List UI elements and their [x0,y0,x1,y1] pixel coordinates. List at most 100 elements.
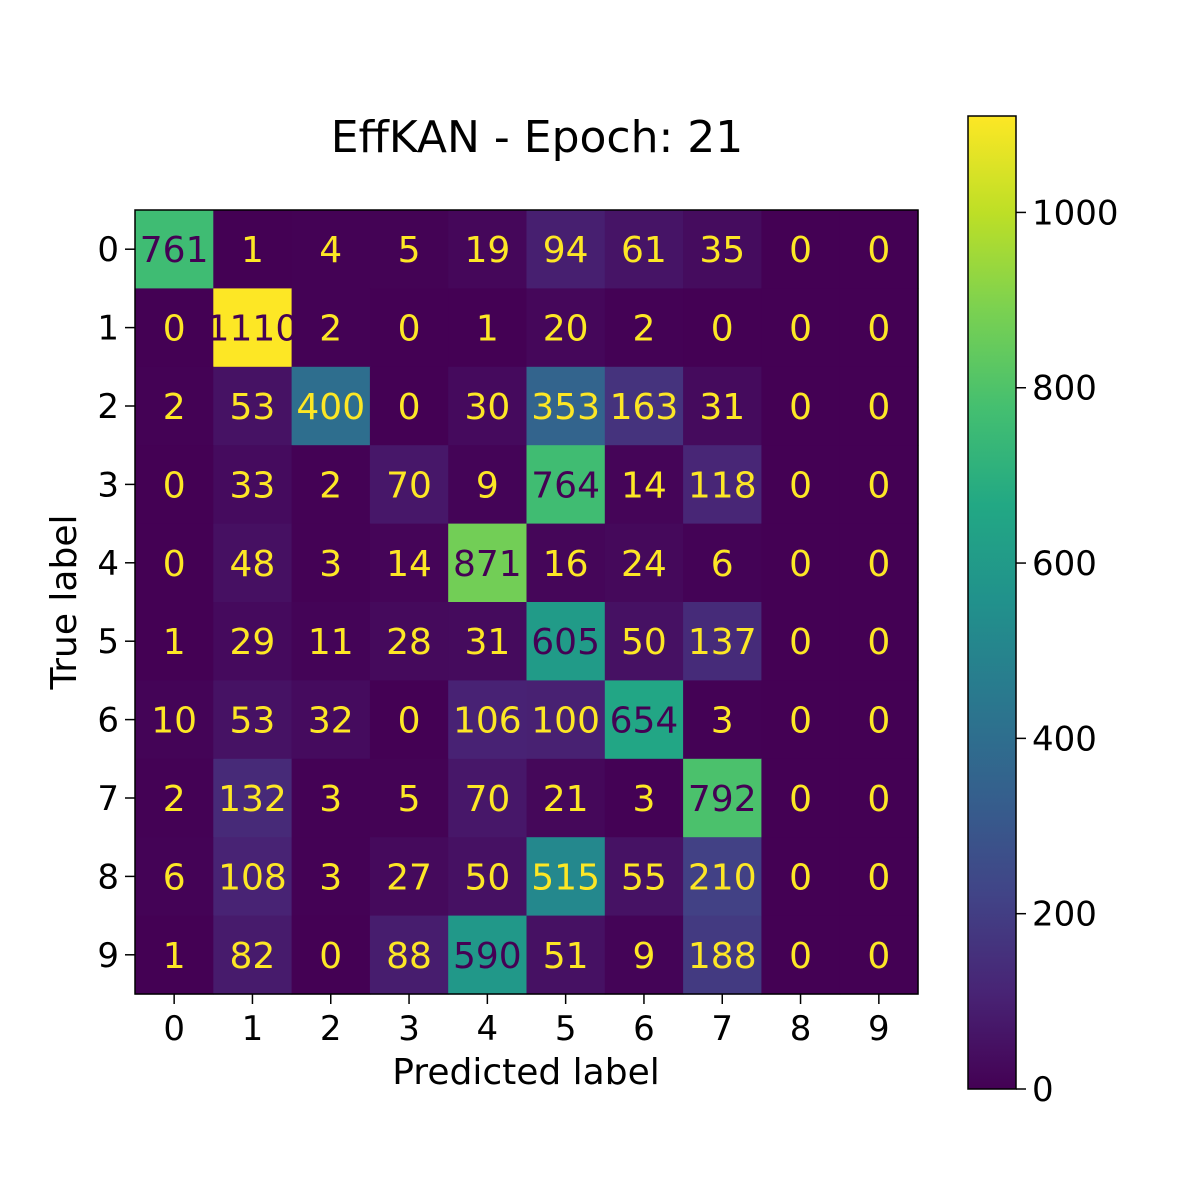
cell-value-label: 6 [711,544,734,585]
cell-value-label: 48 [230,544,276,585]
heatmap-cell [839,680,919,760]
cell-value-label: 0 [867,544,890,585]
cell-value-label: 137 [688,622,757,663]
cell-value-label: 353 [531,387,600,428]
x-tick-label: 5 [555,1009,577,1049]
cell-value-label: 29 [230,622,276,663]
heatmap-cell [839,602,919,681]
heatmap-cell [291,680,371,760]
cell-value-label: 6 [163,857,186,898]
cell-value-label: 1110 [207,309,299,350]
x-tick-label: 7 [711,1009,733,1049]
cell-value-label: 108 [218,857,287,898]
cell-value-label: 21 [543,779,589,820]
heatmap-cell [448,602,528,681]
colorbar-tick-label: 0 [1032,1070,1054,1110]
cell-value-label: 35 [699,230,745,271]
cell-value-label: 53 [230,701,276,742]
colorbar-tick-label: 1000 [1032,193,1119,233]
cell-value-label: 1 [476,309,499,350]
y-axis-label: True label [44,515,85,691]
x-tick-label: 1 [242,1009,264,1049]
heatmap-cell [135,366,214,446]
cell-value-label: 33 [230,465,276,506]
cell-value-label: 0 [711,309,734,350]
heatmap-cell [683,837,762,917]
cell-value-label: 3 [319,779,342,820]
heatmap-cell [448,288,528,368]
heatmap-cell [839,366,919,446]
heatmap-cell [369,523,449,603]
cell-value-label: 0 [867,309,890,350]
heatmap-cell [526,523,606,603]
heatmap-cell [448,366,528,446]
cell-value-label: 0 [789,230,812,271]
plot-frame [134,209,919,995]
cell-value-label: 3 [319,857,342,898]
heatmap-cell [291,602,371,681]
heatmap-cell [604,680,684,760]
colorbar-tick-label: 600 [1032,544,1097,584]
heatmap-cell [448,445,528,525]
cell-value-label: 0 [789,936,812,977]
heatmap-cell [369,366,449,446]
heatmap-cell [369,445,449,525]
heatmap-cell [604,210,684,289]
cell-value-label: 0 [867,465,890,506]
cell-value-label: 0 [789,309,812,350]
heatmap-cell [604,602,684,681]
colorbar-tick-label: 200 [1032,895,1097,935]
cell-value-label: 3 [319,544,342,585]
heatmap-cell [839,915,919,995]
cell-value-label: 0 [163,465,186,506]
heatmap-cell [213,837,293,917]
cell-value-label: 3 [711,701,734,742]
cell-value-label: 118 [688,465,757,506]
x-axis: 0 1 2 3 4 5 6 7 8 9 [163,994,890,1049]
heatmap-cell [213,758,293,838]
cell-value-label: 70 [464,779,510,820]
heatmap-cell [448,837,528,917]
cell-value-label: 0 [789,779,812,820]
cell-value-label: 0 [789,622,812,663]
colorbar [967,115,1017,1090]
heatmap-cell [604,758,684,838]
cell-value-label: 14 [386,544,432,585]
heatmap-cell [213,366,293,446]
y-tick-label: 6 [97,701,119,741]
cell-value-label: 2 [163,387,186,428]
heatmap-cell [291,366,371,446]
x-tick-label: 8 [790,1009,812,1049]
cell-value-label: 19 [464,230,510,271]
heatmap-cell [213,680,293,760]
cell-value-label: 0 [163,544,186,585]
cell-value-label: 2 [163,779,186,820]
cell-value-label: 30 [464,387,510,428]
cell-value-label: 0 [789,701,812,742]
cell-value-label: 2 [632,309,655,350]
cell-value-label: 210 [688,857,757,898]
cell-value-label: 5 [398,779,421,820]
cell-value-label: 515 [531,857,600,898]
cell-value-label: 51 [543,936,589,977]
cell-value-label: 14 [621,465,667,506]
heatmap-cell [369,210,449,289]
cell-value-label: 70 [386,465,432,506]
x-tick-label: 3 [398,1009,420,1049]
y-tick-label: 3 [97,465,119,505]
x-tick-label: 6 [633,1009,655,1049]
y-tick-label: 5 [97,622,119,662]
colorbar-ticks: 0 200 400 600 800 1000 [1016,193,1119,1110]
heatmap-cell [761,445,841,525]
cell-value-label: 20 [543,309,589,350]
heatmap-cell [369,915,449,995]
cell-value-label: 654 [610,701,679,742]
heatmap-cell [761,680,841,760]
chart-title: EffKAN - Epoch: 21 [331,112,744,163]
heatmap-cell [761,602,841,681]
heatmap-cell [761,523,841,603]
heatmap-cell [135,445,214,525]
colorbar-tick-label: 400 [1032,719,1097,759]
cell-value-label: 0 [867,622,890,663]
